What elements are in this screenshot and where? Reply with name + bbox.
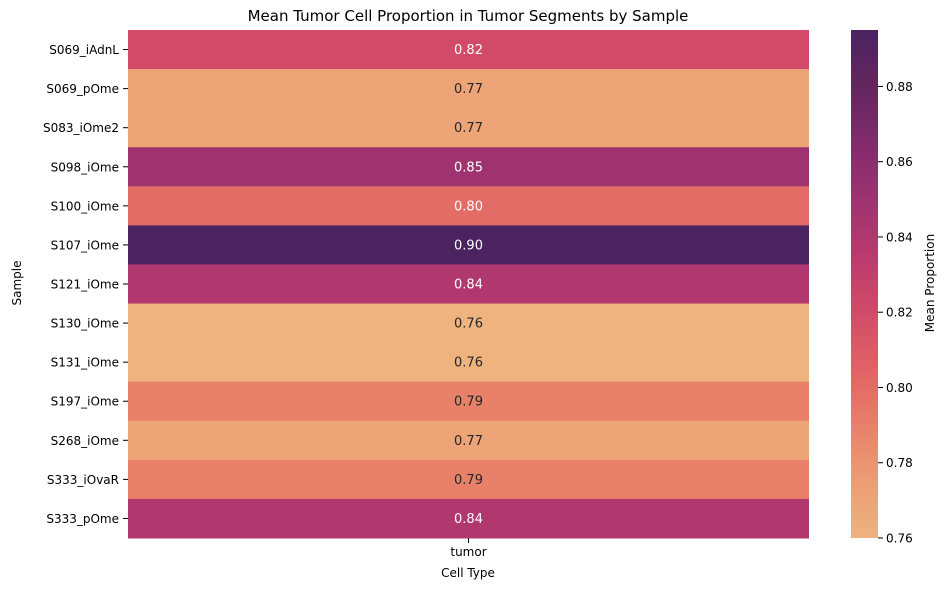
cell-annotation: 0.84 [454, 278, 483, 293]
colorbar-ticks: 0.76 0.78 0.80 0.82 0.84 0.86 0.88 [878, 80, 913, 546]
cell-annotation: 0.90 [454, 238, 483, 253]
colorbar-tick-label: 0.78 [886, 456, 913, 470]
chart-title: Mean Tumor Cell Proportion in Tumor Segm… [248, 7, 689, 25]
y-tick-label: S268_iOme [51, 434, 119, 448]
cell-annotation: 0.79 [454, 395, 483, 410]
x-tick-labels: tumor [450, 538, 487, 559]
y-tick-label: S069_pOme [46, 82, 119, 96]
heatmap-cell [128, 498, 809, 539]
colorbar-tick-label: 0.88 [886, 80, 913, 94]
heatmap-cell [128, 108, 809, 148]
y-tick-label: S131_iOme [51, 356, 119, 370]
colorbar [851, 30, 878, 538]
heatmap-cell [128, 30, 809, 70]
y-tick-label: S069_iAdnL [49, 43, 119, 57]
y-tick-label: S083_iOme2 [43, 121, 119, 135]
y-tick-label: S121_iOme [51, 278, 119, 292]
colorbar-tick-label: 0.82 [886, 306, 913, 320]
y-tick-label: S100_iOme [51, 199, 119, 213]
heatmap-cell [128, 459, 809, 500]
colorbar-label: Mean Proportion [923, 234, 937, 332]
heatmap-cells: 0.82 0.77 0.77 0.85 0.80 0.90 0.84 0.76 0.76 0.79… [128, 30, 809, 539]
heatmap-cell [128, 420, 809, 461]
cell-annotation: 0.80 [454, 199, 483, 214]
cell-annotation: 0.84 [454, 512, 483, 527]
heatmap-cell [128, 342, 809, 383]
y-tick-labels: S069_iAdnL S069_pOme S083_iOme2 S098_iOme S1… [43, 43, 128, 526]
y-tick-label: S107_iOme [51, 238, 119, 252]
cell-annotation: 0.85 [454, 160, 483, 175]
y-axis-label: Sample [10, 261, 24, 306]
heatmap-cell [128, 186, 809, 226]
heatmap-cell [128, 69, 809, 109]
colorbar-tick-label: 0.76 [886, 532, 913, 546]
heatmap-cell [128, 381, 809, 422]
heatmap-cell [128, 225, 809, 265]
y-tick-label: S333_pOme [46, 512, 119, 526]
colorbar-tick-label: 0.86 [886, 155, 913, 169]
x-axis-label: Cell Type [441, 566, 495, 580]
y-tick-label: S197_iOme [51, 395, 119, 409]
colorbar-tick-label: 0.84 [886, 230, 913, 244]
cell-annotation: 0.76 [454, 317, 483, 332]
cell-annotation: 0.82 [454, 43, 483, 58]
heatmap-cell [128, 303, 809, 344]
y-tick-label: S130_iOme [51, 317, 119, 331]
y-tick-label: S333_iOvaR [47, 473, 119, 487]
cell-annotation: 0.79 [454, 473, 483, 488]
heatmap-cell [128, 264, 809, 305]
cell-annotation: 0.77 [454, 82, 483, 97]
cell-annotation: 0.76 [454, 356, 483, 371]
heatmap-cell [128, 147, 809, 187]
cell-annotation: 0.77 [454, 121, 483, 136]
cell-annotation: 0.77 [454, 434, 483, 449]
colorbar-tick-label: 0.80 [886, 381, 913, 395]
y-tick-label: S098_iOme [51, 160, 119, 174]
x-tick-label: tumor [450, 545, 486, 559]
